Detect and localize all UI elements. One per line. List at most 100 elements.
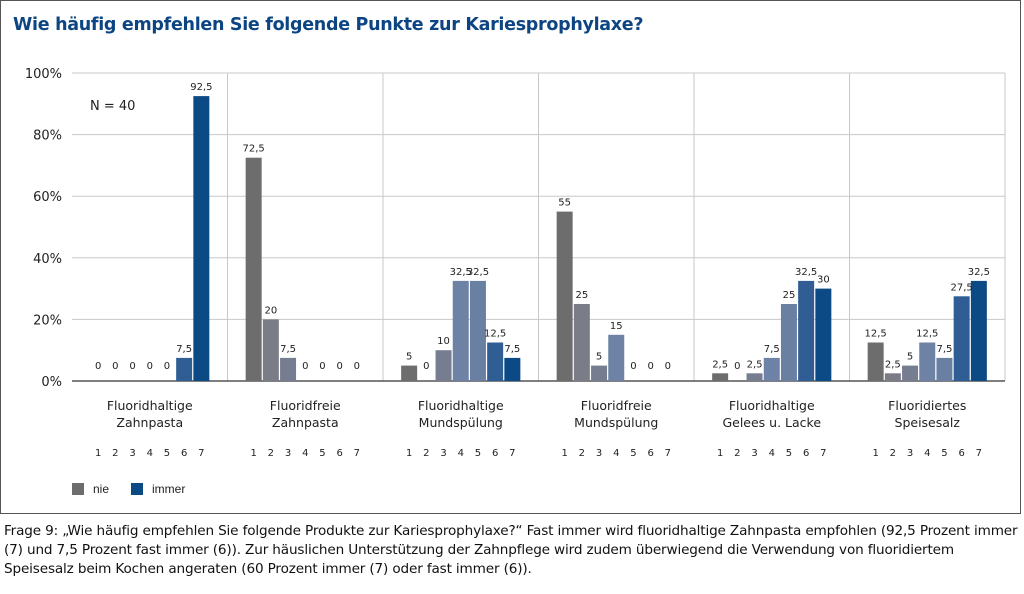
bar bbox=[452, 280, 469, 381]
data-label: 0 bbox=[129, 361, 135, 372]
y-tick-label: 80% bbox=[33, 129, 62, 144]
bar bbox=[280, 357, 297, 381]
data-label: 2,5 bbox=[885, 359, 901, 370]
scale-tick-label: 5 bbox=[319, 448, 325, 459]
legend-item-immer: immer bbox=[131, 482, 185, 496]
scale-tick-label: 6 bbox=[492, 448, 498, 459]
gridlines bbox=[72, 72, 1006, 381]
figure-caption: Frage 9: „Wie häufig empfehlen Sie folge… bbox=[4, 523, 1018, 577]
scale-tick-label: 3 bbox=[440, 448, 446, 459]
scale-tick-label: 7 bbox=[509, 448, 515, 459]
category-label: Fluoridhaltige bbox=[418, 398, 504, 413]
data-label: 5 bbox=[596, 352, 602, 363]
data-label: 0 bbox=[302, 361, 308, 372]
category-label: Fluoridfreie bbox=[581, 398, 652, 413]
data-label: 55 bbox=[558, 198, 571, 209]
data-label: 32,5 bbox=[795, 267, 817, 278]
data-label: 0 bbox=[647, 361, 653, 372]
scale-tick-label: 5 bbox=[164, 448, 170, 459]
y-tick-label: 60% bbox=[33, 190, 62, 205]
scale-tick-label: 6 bbox=[181, 448, 187, 459]
y-axis: 0% 20% 40% 60% 80% 100% bbox=[25, 67, 1005, 390]
bar-chart: 0%20%40%60%80%100% 0 0 0 0 07,592,572,5207,5… bbox=[25, 67, 1006, 459]
scale-tick-label: 6 bbox=[647, 448, 653, 459]
scale-tick-label: 4 bbox=[302, 448, 308, 459]
scale-tick-label: 6 bbox=[336, 448, 342, 459]
scale-tick-label: 3 bbox=[285, 448, 291, 459]
scale-tick-label: 4 bbox=[924, 448, 930, 459]
scale-tick-label: 1 bbox=[250, 448, 256, 459]
data-label: 5 bbox=[406, 352, 412, 363]
bar bbox=[435, 350, 452, 381]
bar bbox=[953, 296, 970, 381]
category-label: Zahnpasta bbox=[116, 415, 183, 430]
data-label: 0 bbox=[319, 361, 325, 372]
category-label: Mundspülung bbox=[574, 415, 658, 430]
scale-tick-label: 2 bbox=[890, 448, 896, 459]
bar bbox=[919, 342, 936, 381]
bar bbox=[970, 280, 987, 381]
data-label: 27,5 bbox=[951, 282, 973, 293]
bar bbox=[262, 319, 279, 381]
bar bbox=[867, 342, 884, 381]
data-label: 15 bbox=[610, 321, 623, 332]
scale-tick-label: 1 bbox=[561, 448, 567, 459]
sample-size-annotation: N = 40 bbox=[90, 99, 135, 114]
legend-swatch-immer bbox=[131, 483, 144, 495]
data-label: 92,5 bbox=[190, 82, 212, 93]
scale-tick-label: 7 bbox=[665, 448, 671, 459]
bar bbox=[780, 304, 797, 381]
data-label: 7,5 bbox=[280, 344, 296, 355]
scale-tick-label: 3 bbox=[129, 448, 135, 459]
scale-tick-label: 4 bbox=[769, 448, 775, 459]
data-label: 0 bbox=[164, 361, 170, 372]
scale-tick-label: 3 bbox=[907, 448, 913, 459]
scale-tick-label: 6 bbox=[803, 448, 809, 459]
data-label: 0 bbox=[147, 361, 153, 372]
data-label: 25 bbox=[575, 290, 588, 301]
bar bbox=[712, 373, 729, 381]
data-label: 2,5 bbox=[747, 359, 763, 370]
data-label: 0 bbox=[354, 361, 360, 372]
scale-tick-label: 1 bbox=[95, 448, 101, 459]
bar bbox=[902, 365, 919, 381]
bar bbox=[815, 288, 832, 381]
bar bbox=[487, 342, 504, 381]
legend-label-immer: immer bbox=[152, 482, 186, 496]
scale-tick-label: 4 bbox=[458, 448, 464, 459]
data-label: 0 bbox=[734, 361, 740, 372]
category-label: Fluoridfreie bbox=[270, 398, 341, 413]
legend: nie immer bbox=[72, 482, 207, 496]
bar bbox=[936, 357, 953, 381]
scale-tick-label: 2 bbox=[112, 448, 118, 459]
bar bbox=[176, 357, 193, 381]
data-label: 72,5 bbox=[243, 144, 265, 155]
data-label: 12,5 bbox=[865, 329, 887, 340]
data-label: 2,5 bbox=[712, 359, 728, 370]
data-label: 0 bbox=[336, 361, 342, 372]
bar bbox=[746, 373, 763, 381]
scale-tick-label: 2 bbox=[423, 448, 429, 459]
category-label: Zahnpasta bbox=[272, 415, 339, 430]
bar bbox=[573, 304, 590, 381]
bars bbox=[176, 96, 987, 381]
scale-tick-label: 7 bbox=[198, 448, 204, 459]
data-label: 7,5 bbox=[936, 344, 952, 355]
scale-tick-label: 3 bbox=[596, 448, 602, 459]
chart-frame: Wie häufig empfehlen Sie folgende Punkte… bbox=[0, 0, 1021, 514]
bar bbox=[884, 373, 901, 381]
scale-tick-label: 2 bbox=[579, 448, 585, 459]
data-label: 7,5 bbox=[176, 344, 192, 355]
bar bbox=[608, 334, 625, 381]
data-label: 0 bbox=[112, 361, 118, 372]
data-label: 0 bbox=[95, 361, 101, 372]
bar bbox=[193, 96, 210, 381]
data-label: 25 bbox=[783, 290, 796, 301]
category-label: Gelees u. Lacke bbox=[722, 415, 821, 430]
scale-tick-label: 5 bbox=[786, 448, 792, 459]
data-label: 12,5 bbox=[916, 329, 938, 340]
category-label: Fluoridiertes bbox=[888, 398, 966, 413]
bar bbox=[798, 280, 815, 381]
scale-tick-label: 4 bbox=[147, 448, 153, 459]
